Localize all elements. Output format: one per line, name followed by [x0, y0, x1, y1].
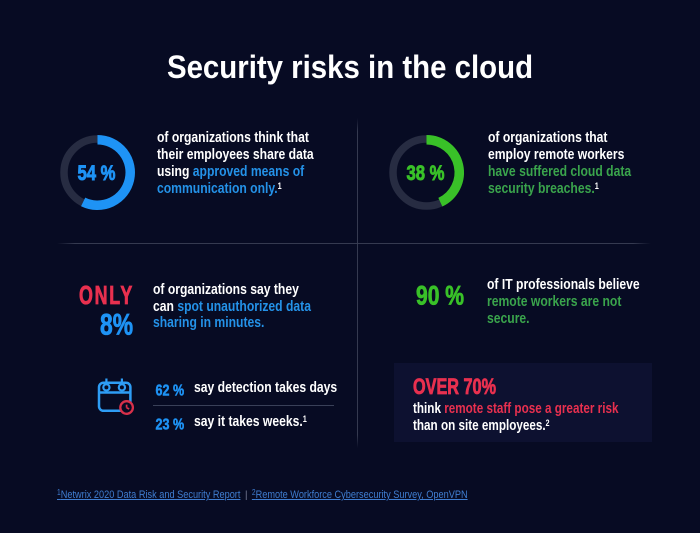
svg-text:54 %: 54 % — [78, 162, 116, 185]
svg-text:OVER 70%: OVER 70% — [413, 375, 496, 398]
svg-text:ONLY: ONLY — [79, 283, 134, 307]
svg-text:62 %: 62 % — [155, 382, 184, 399]
svg-text:8%: 8% — [100, 309, 133, 337]
svg-text:23 %: 23 % — [155, 416, 184, 433]
svg-text:90 %: 90 % — [416, 283, 464, 307]
svg-text:38 %: 38 % — [407, 162, 445, 185]
